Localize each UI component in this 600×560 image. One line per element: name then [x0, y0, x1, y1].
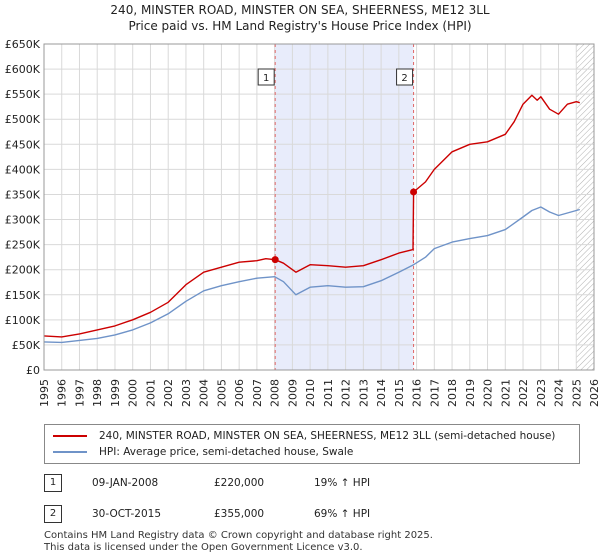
x-tick-label: 2019 [464, 379, 477, 407]
plot-frame [43, 43, 595, 371]
y-tick-label: £50K [12, 339, 41, 352]
sale-date: 09-JAN-2008 [92, 477, 159, 489]
x-tick-label: 2025 [570, 379, 583, 407]
sale-date: 30-OCT-2015 [92, 508, 161, 520]
sale-point [271, 256, 279, 264]
legend-label-price: 240, MINSTER ROAD, MINSTER ON SEA, SHEER… [99, 430, 556, 442]
chart-legend: 240, MINSTER ROAD, MINSTER ON SEA, SHEER… [44, 424, 580, 464]
x-tick-label: 2003 [180, 379, 193, 407]
legend-swatch-price [53, 435, 87, 437]
x-tick-label: 2020 [482, 379, 495, 407]
x-tick-label: 1998 [91, 379, 104, 407]
x-tick-label: 2021 [499, 379, 512, 407]
y-tick-label: £250K [5, 239, 41, 252]
x-tick-label: 2000 [127, 379, 140, 407]
x-tick-label: 2018 [446, 379, 459, 407]
x-tick-label: 2022 [517, 379, 530, 407]
x-tick-label: 2010 [304, 379, 317, 407]
footer-line-2: This data is licensed under the Open Gov… [44, 542, 363, 553]
x-tick-label: 2006 [233, 379, 246, 407]
y-tick-label: £100K [5, 314, 41, 327]
legend-swatch-hpi [53, 451, 87, 453]
x-tick-label: 1996 [56, 379, 69, 407]
x-tick-label: 1997 [73, 379, 86, 407]
sale-badge: 2 [44, 505, 62, 523]
y-tick-label: £500K [5, 113, 41, 126]
sale-price: £220,000 [214, 477, 265, 489]
chart-title: 240, MINSTER ROAD, MINSTER ON SEA, SHEER… [0, 2, 600, 34]
annotation-label: 1 [263, 73, 269, 84]
sale-hpi: 19% ↑ HPI [314, 477, 371, 489]
x-tick-label: 2024 [553, 379, 566, 407]
x-tick-label: 2014 [375, 379, 388, 407]
x-tick-label: 2002 [162, 379, 175, 407]
y-tick-label: £350K [5, 188, 41, 201]
y-tick-label: £450K [5, 138, 41, 151]
x-tick-label: 2023 [535, 379, 548, 407]
y-tick-label: £550K [5, 88, 41, 101]
x-tick-label: 2017 [428, 379, 441, 407]
title-line-1: 240, MINSTER ROAD, MINSTER ON SEA, SHEER… [110, 3, 490, 17]
x-tick-label: 2008 [269, 379, 282, 407]
x-tick-label: 2016 [411, 379, 424, 407]
y-tick-label: £400K [5, 163, 41, 176]
x-tick-label: 2026 [588, 379, 600, 407]
shaded-region [275, 44, 414, 370]
x-tick-label: 2007 [251, 379, 264, 407]
future-hatch [576, 44, 594, 370]
x-tick-label: 2012 [340, 379, 353, 407]
price-chart: 1 2 £0 £50K £100K £150K £200K £250K £300K £350K £… [5, 38, 600, 407]
annotation-label: 2 [401, 73, 407, 84]
y-tick-label: £600K [5, 63, 41, 76]
footer-line-1: Contains HM Land Registry data © Crown c… [44, 530, 433, 541]
price-paid-line [43, 94, 580, 338]
x-tick-label: 2001 [144, 379, 157, 407]
x-tick-label: 2004 [198, 379, 211, 407]
y-tick-label: £150K [5, 289, 41, 302]
x-tick-label: 1995 [38, 379, 51, 407]
sale-badge: 1 [44, 474, 62, 492]
hpi-line [43, 206, 580, 344]
y-tick-label: £200K [5, 264, 41, 277]
x-tick-label: 2009 [286, 379, 299, 407]
legend-label-hpi: HPI: Average price, semi-detached house,… [99, 446, 354, 458]
sale-price: £355,000 [214, 508, 265, 520]
x-tick-label: 2015 [393, 379, 406, 407]
x-tick-label: 2005 [215, 379, 228, 407]
x-tick-label: 2013 [357, 379, 370, 407]
title-line-2: Price paid vs. HM Land Registry's House … [128, 19, 472, 33]
y-tick-label: £650K [5, 38, 41, 51]
annotation-box [257, 68, 275, 86]
y-tick-label: £0 [26, 364, 40, 377]
footer: Contains HM Land Registry data © Crown c… [44, 530, 433, 554]
sale-point [410, 188, 418, 196]
y-tick-label: £300K [5, 214, 41, 227]
x-tick-label: 2011 [322, 379, 335, 407]
x-tick-label: 1999 [109, 379, 122, 407]
sale-hpi: 69% ↑ HPI [314, 508, 371, 520]
annotation-box [396, 68, 414, 86]
